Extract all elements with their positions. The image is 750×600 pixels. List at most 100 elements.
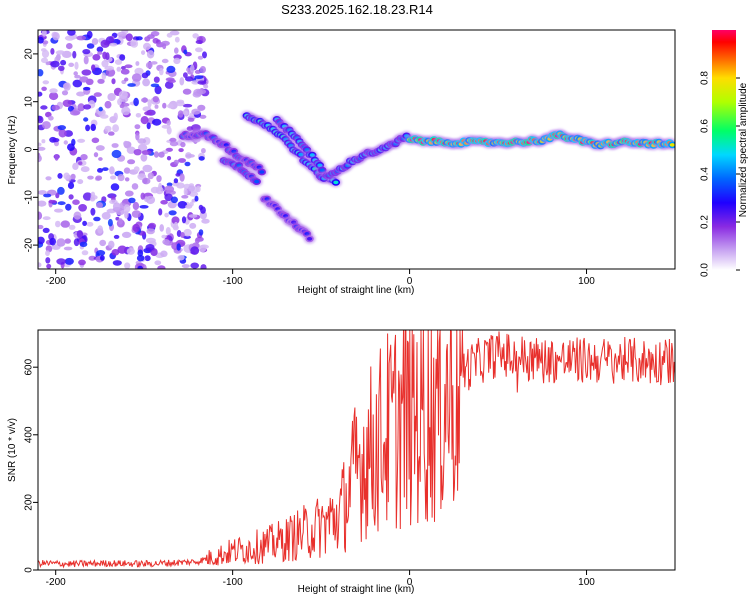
spectrogram-noise-blob — [54, 154, 59, 161]
spectrogram-noise-blob — [199, 66, 206, 74]
spectrogram-noise-blob — [55, 50, 66, 55]
spectrogram-noise-blob — [91, 38, 99, 45]
spectrogram-noise-blob — [108, 240, 115, 249]
spectrogram-noise-blob — [111, 249, 120, 256]
spectrogram-noise-blob — [152, 118, 162, 126]
spectrogram-noise-blob — [61, 90, 69, 96]
spectrogram-noise-blob — [118, 90, 128, 100]
spectrogram-noise-blob — [49, 92, 59, 101]
snr-y-tick-label: 200 — [24, 494, 35, 511]
spectrogram-noise-blob — [182, 88, 192, 95]
spectrogram-noise-blob — [97, 168, 103, 173]
spectrogram-noise-blob — [91, 64, 96, 72]
spectrogram-noise-blob — [198, 204, 204, 211]
spectrogram-noise-blob — [70, 110, 80, 116]
spectrogram-noise-blob — [158, 208, 163, 216]
spectrogram-noise-blob — [54, 208, 64, 213]
spectrogram-noise-blob — [147, 172, 154, 180]
spectrogram-noise-blob — [142, 78, 151, 87]
colorbar-tick-label: 0.4 — [700, 167, 711, 181]
spectrogram-noise-blob — [60, 220, 70, 228]
spectrogram-noise-blob — [183, 49, 188, 55]
spectrogram-noise-blob — [170, 196, 178, 204]
spectrogram-noise-blob — [73, 71, 78, 76]
spectrogram-noise-blob — [175, 172, 181, 177]
spectrogram-noise-blob — [57, 173, 63, 179]
spectrogram-noise-blob — [185, 76, 194, 82]
spectrogram-noise-blob — [140, 116, 149, 125]
spectrogram-noise-blob — [79, 76, 89, 83]
spectrogram-noise-blob — [68, 194, 74, 200]
spectrogram-noise-blob — [139, 205, 149, 209]
spectrogram-noise-blob — [40, 105, 48, 110]
snr-y-tick-label: 400 — [24, 426, 35, 443]
spectrogram-noise-blob — [76, 35, 87, 41]
spectrogram-noise-blob — [89, 196, 96, 202]
spectrogram-noise-blob — [135, 132, 140, 141]
spectrogram-noise-blob — [148, 222, 157, 229]
spectrogram-noise-blob — [111, 78, 116, 85]
spectrogram-noise-blob — [66, 43, 73, 50]
spectrogram-noise-blob — [107, 218, 113, 227]
spectrogram-noise-blob — [185, 154, 195, 158]
spectrogram-noise-blob — [183, 235, 191, 239]
spectrogram-noise-blob — [131, 210, 142, 218]
spectrogram-noise-blob — [179, 173, 185, 182]
spectrogram-noise-blob — [41, 30, 47, 37]
spectrogram-ridge — [217, 155, 263, 187]
spectrogram-noise-blob — [178, 148, 184, 153]
spectrogram-noise-blob — [41, 139, 46, 144]
spectrogram-noise-layer — [38, 30, 210, 269]
spectrogram-noise-blob — [77, 138, 86, 143]
spectrogram-noise-blob — [144, 255, 151, 262]
spectrogram-noise-blob — [135, 113, 142, 118]
spectrogram-x-tick-label: -100 — [223, 276, 243, 287]
spectrogram-noise-blob — [146, 227, 155, 235]
spectrogram-noise-blob — [49, 237, 56, 246]
spectrogram-noise-blob — [120, 68, 130, 75]
spectrogram-noise-blob — [86, 43, 95, 49]
spectrogram-noise-blob — [81, 69, 92, 76]
spectrogram-noise-blob — [58, 129, 67, 138]
spectrogram-noise-blob — [38, 91, 43, 97]
spectrogram-noise-blob — [116, 66, 122, 72]
spectrogram-noise-blob — [77, 179, 84, 185]
colorbar: 0.0 0.2 0.4 0.6 0.8 Normalized spectral ampl… — [700, 30, 749, 277]
spectrogram-noise-blob — [57, 125, 66, 131]
spectrogram-noise-blob — [64, 257, 74, 265]
spectrogram-noise-blob — [107, 208, 114, 214]
spectrogram-noise-blob — [113, 112, 118, 121]
colorbar-gradient — [712, 30, 736, 270]
spectrogram-noise-blob — [97, 78, 105, 84]
spectrogram-noise-blob — [132, 223, 140, 233]
colorbar-tick-label: 0.2 — [700, 215, 711, 229]
spectrogram-ridge — [270, 114, 329, 176]
spectrogram-noise-blob — [58, 65, 65, 72]
spectrogram-noise-blob — [131, 73, 142, 82]
spectrogram-noise-blob — [112, 124, 119, 133]
spectrogram-noise-blob — [192, 33, 199, 39]
spectrogram-noise-blob — [90, 207, 96, 216]
spectrogram-noise-blob — [167, 103, 174, 109]
spectrogram-noise-blob — [96, 46, 104, 53]
spectrogram-noise-blob — [63, 140, 68, 145]
spectrogram-noise-blob — [166, 120, 171, 126]
spectrogram-noise-blob — [38, 224, 44, 230]
spectrogram-noise-blob — [127, 159, 136, 165]
spectrogram-noise-blob — [201, 218, 210, 224]
spectrogram-noise-blob — [83, 86, 91, 91]
spectrogram-noise-blob — [60, 59, 67, 66]
spectrogram-noise-blob — [38, 142, 42, 147]
spectrogram-noise-blob — [83, 55, 89, 65]
spectrogram-noise-blob — [88, 255, 97, 261]
spectrogram-noise-blob — [137, 138, 147, 144]
spectrogram-noise-blob — [63, 83, 70, 89]
spectrogram-noise-blob — [150, 186, 160, 194]
spectrogram-noise-blob — [90, 123, 96, 131]
spectrogram-noise-blob — [38, 146, 46, 151]
spectrogram-noise-blob — [78, 204, 87, 212]
spectrogram-noise-blob — [187, 117, 195, 122]
spectrogram-noise-blob — [72, 79, 83, 88]
spectrogram-noise-blob — [64, 35, 75, 41]
